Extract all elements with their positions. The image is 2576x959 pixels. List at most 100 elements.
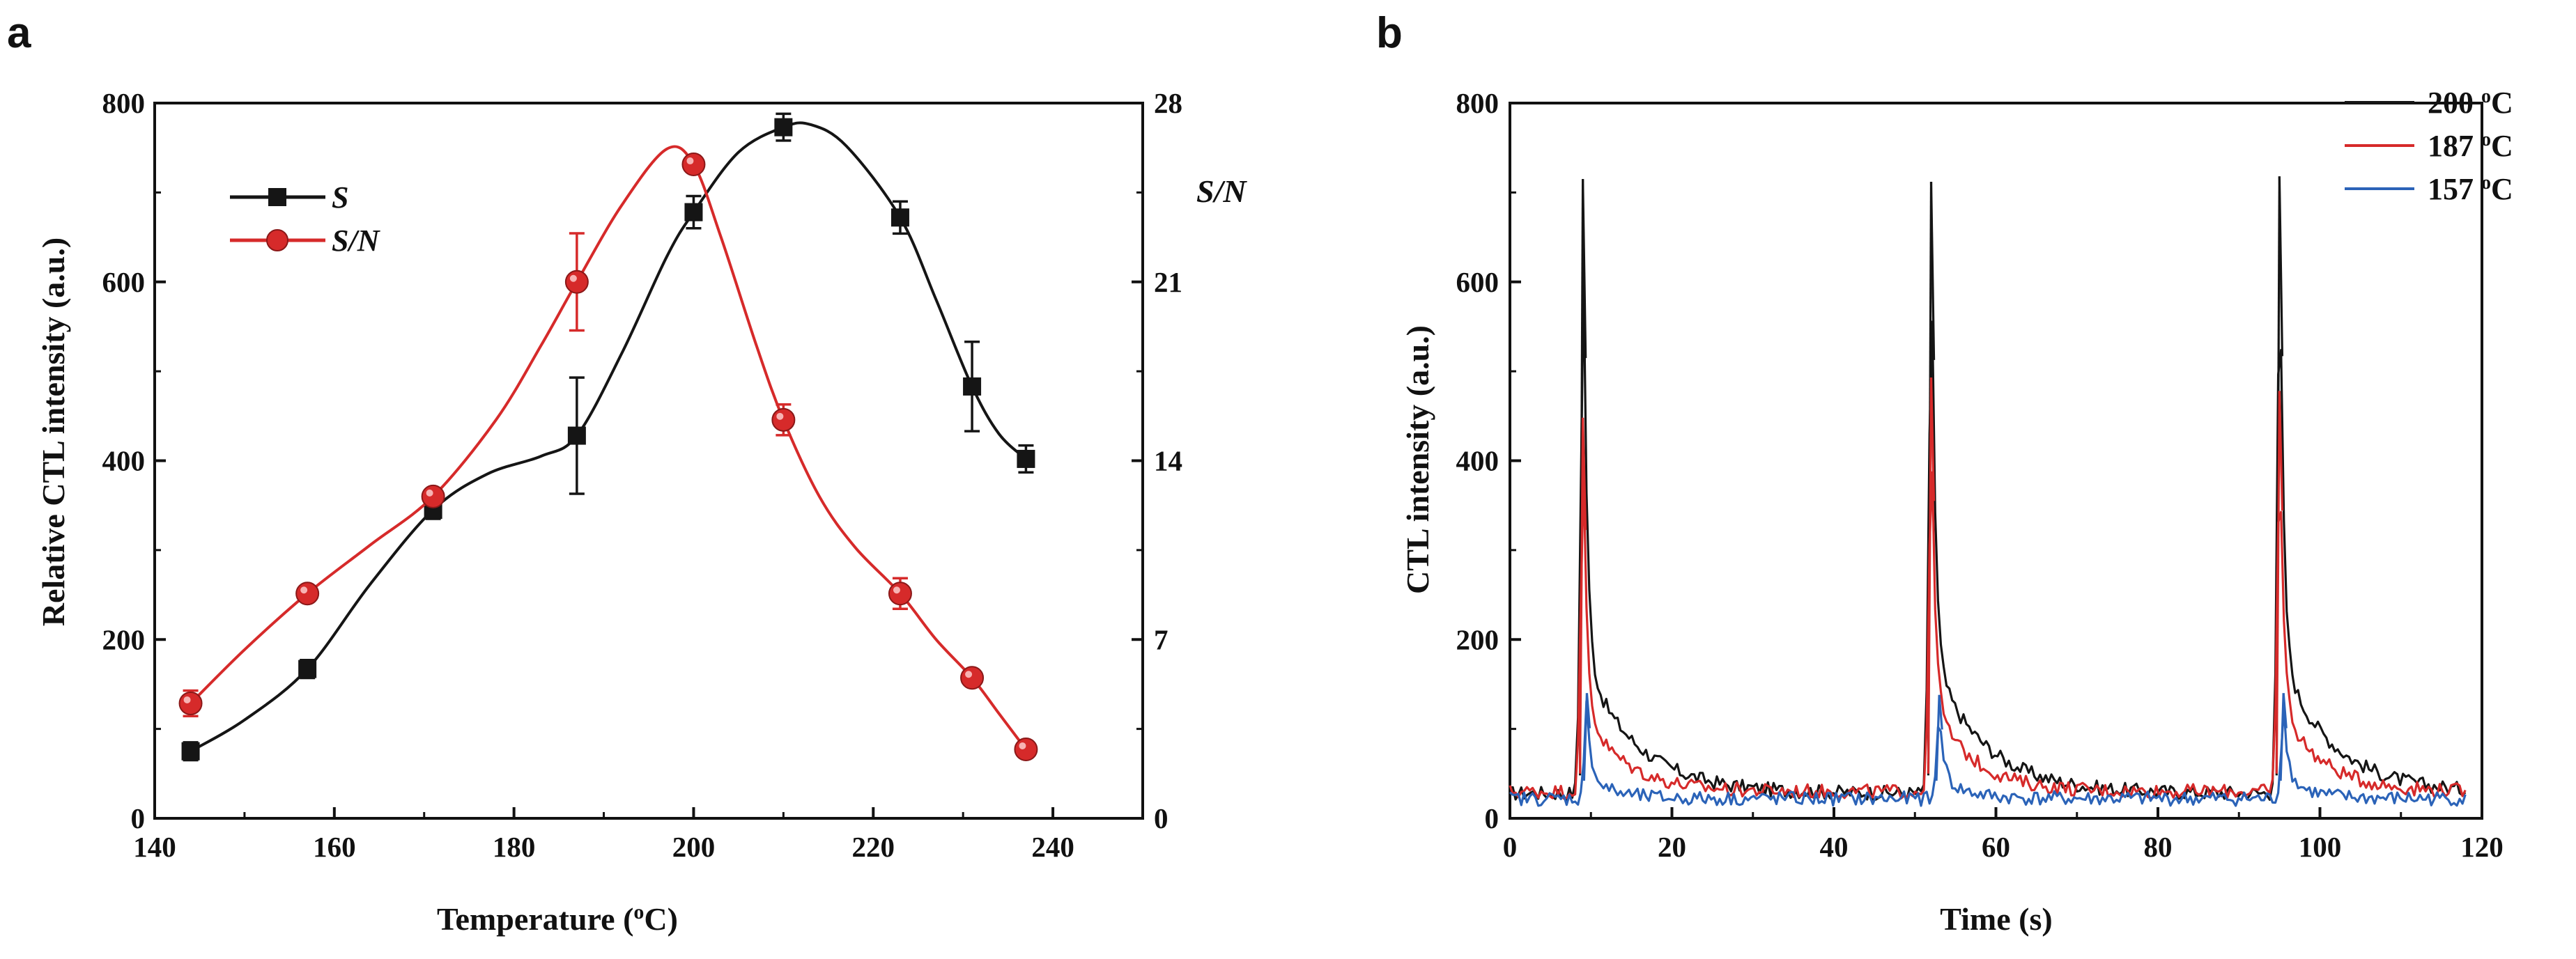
y-tick-label: 200: [1456, 623, 1499, 655]
legend-sn-circle-marker: [266, 229, 288, 251]
data-point-square: [567, 426, 586, 445]
legend-label-number: 187: [2428, 129, 2481, 163]
y-right-tick-label: 14: [1154, 445, 1182, 477]
legend-label-blue: 157 oC: [2428, 172, 2513, 207]
peak-fall: [1582, 179, 1587, 359]
y-tick-label: 400: [1456, 445, 1499, 477]
peak-rise: [1927, 377, 1933, 774]
data-point-highlight: [1019, 742, 1026, 749]
legend-s-label: S: [332, 180, 348, 215]
panel-a-x-axis-title: Temperature (oC): [437, 900, 678, 937]
y-tick-label: 800: [1456, 87, 1499, 119]
peak-fall: [1938, 694, 1943, 730]
series-trace-blue: [1509, 699, 2467, 807]
x-tick-label: 120: [2460, 831, 2504, 863]
data-point-circle: [960, 666, 985, 690]
peak-fall: [1929, 377, 1936, 501]
y-left-tick-label: 200: [102, 623, 146, 655]
legend-label-black: 200 oC: [2428, 86, 2513, 120]
data-point-square: [298, 660, 317, 678]
y-right-tick-label: 28: [1154, 87, 1182, 119]
y-right-tick-label: 21: [1154, 266, 1182, 298]
panel-a-y-axis-title: Relative CTL intensity (a.u.): [36, 237, 71, 626]
y-left-tick-label: 800: [102, 87, 146, 119]
data-point-square: [890, 208, 909, 227]
peak-rise: [1935, 694, 1941, 781]
legend-label-number: 157: [2428, 172, 2481, 206]
peak-fall: [1585, 693, 1591, 728]
peak-fall: [2278, 176, 2284, 357]
data-point-highlight: [300, 586, 308, 594]
x-tick-label: 0: [1503, 831, 1518, 863]
data-point-square: [684, 203, 703, 221]
panel-a-plot-area: 140 160 180 200 220 240 0 200 400 600 800 0 7 14 21 28: [102, 87, 1183, 863]
legend-label-degree: o: [2481, 172, 2491, 194]
data-point-circle: [178, 691, 203, 715]
panel-b-x-axis-title: Time (s): [1940, 901, 2052, 937]
peak-rise: [1578, 417, 1584, 774]
panel-b-frame: [1509, 102, 2483, 820]
peak-fall: [1929, 181, 1936, 360]
legend-label-red: 187 oC: [2428, 129, 2513, 164]
y-right-tick-label: 7: [1154, 623, 1169, 655]
panel-b-plot-area: 0 20 40 60 80 100 120 0 200 400 600 800: [1456, 87, 2504, 863]
y-left-tick-label: 400: [102, 445, 146, 477]
data-point-highlight: [183, 696, 191, 703]
x-tick-label: 40: [1820, 831, 1849, 863]
legend-sn-label: S/N: [332, 224, 381, 258]
x-tick-label: 200: [672, 831, 716, 863]
series-curve: [190, 121, 1027, 753]
y-tick-label: 0: [1485, 802, 1499, 834]
x-tick-label: 180: [493, 831, 536, 863]
series-trace-black: [1509, 274, 2467, 802]
series-trace-red: [1509, 471, 2467, 800]
panel-b-label: b: [1376, 9, 1403, 57]
x-tick-label: 160: [313, 831, 356, 863]
panel-b-y-axis-title: CTL intensity (a.u.): [1400, 325, 1435, 594]
legend-label-unit: C: [2491, 129, 2513, 163]
legend-label-number: 200: [2428, 86, 2481, 120]
data-point-square: [963, 377, 982, 396]
legend-label-unit: C: [2491, 86, 2513, 120]
y-tick-label: 600: [1456, 266, 1499, 298]
data-point-highlight: [893, 586, 900, 594]
legend-s-square-marker: [268, 188, 286, 206]
data-point-highlight: [965, 671, 973, 678]
legend-label-degree: o: [2481, 129, 2491, 150]
peak-fall: [2282, 693, 2288, 728]
legend-label-unit: C: [2491, 172, 2513, 206]
panel-a: a 140 160 180 200 220 240 0 200 400 600 800 0 7 14 21 2…: [7, 9, 1247, 937]
x-tick-label: 100: [2299, 831, 2342, 863]
data-point-circle: [295, 582, 320, 606]
series-s: [181, 112, 1035, 762]
data-point-circle: [1014, 737, 1038, 761]
panel-a-label: a: [7, 9, 31, 57]
data-point-square: [1017, 449, 1035, 468]
data-point-highlight: [686, 157, 694, 165]
peak-fall: [1582, 417, 1587, 530]
data-point-circle: [564, 270, 589, 294]
data-point-circle: [681, 153, 706, 177]
y-left-tick-label: 0: [131, 802, 146, 834]
x-tick-label: 240: [1031, 831, 1074, 863]
data-point-circle: [421, 484, 445, 508]
peak-rise: [2279, 693, 2285, 781]
data-point-square: [181, 742, 200, 761]
x-tick-label: 60: [1982, 831, 2010, 863]
x-tick-label: 80: [2144, 831, 2173, 863]
legend-label-degree: o: [2481, 86, 2491, 107]
data-point-highlight: [426, 489, 433, 497]
peak-fall: [2278, 391, 2284, 511]
data-point-circle: [771, 407, 796, 432]
data-point-square: [774, 118, 793, 137]
panel-a-legend: S S/N: [230, 180, 381, 258]
data-point-highlight: [569, 274, 577, 282]
peak-rise: [2275, 391, 2281, 774]
x-tick-label: 220: [852, 831, 895, 863]
panel-a-frame: [153, 102, 1144, 820]
x-tick-label: 140: [133, 831, 176, 863]
peak-rise: [1582, 693, 1589, 781]
